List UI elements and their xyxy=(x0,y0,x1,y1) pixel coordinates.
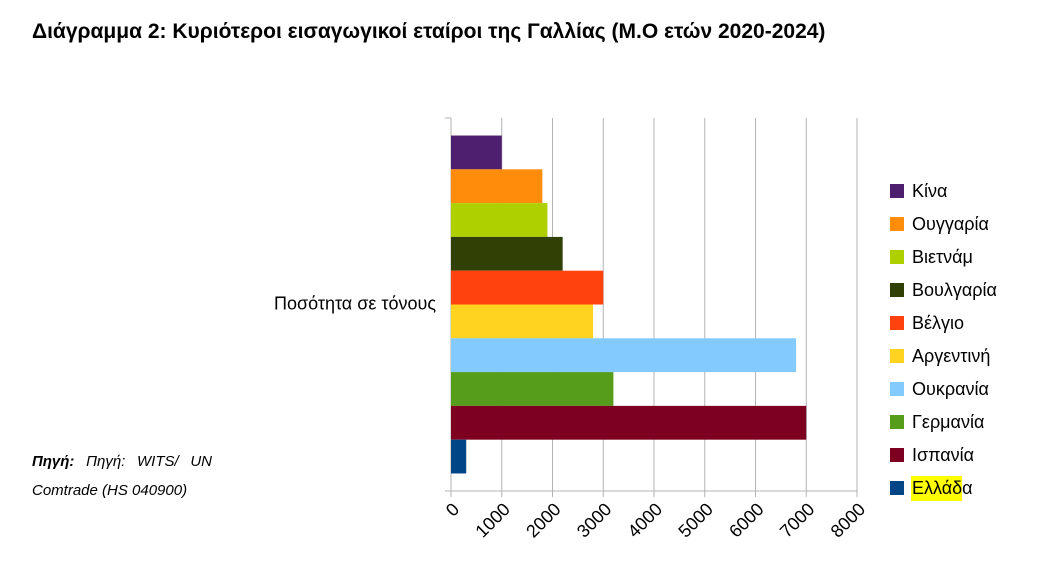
legend-label: Ουγγαρία xyxy=(912,214,989,234)
legend-label: Βουλγαρία xyxy=(912,280,997,300)
legend-label: Ελλάδα xyxy=(912,478,973,498)
bar xyxy=(451,405,807,440)
x-tick-label: 4000 xyxy=(624,499,666,541)
legend-swatch xyxy=(890,316,904,330)
legend-label: Βέλγιο xyxy=(912,313,964,333)
x-tick-label: 0 xyxy=(442,499,463,520)
bar xyxy=(451,304,594,339)
chart-title: Διάγραμμα 2: Κυριότεροι εισαγωγικοί εταί… xyxy=(32,20,826,43)
legend-swatch xyxy=(890,448,904,462)
legend-label: Βιετνάμ xyxy=(912,247,973,267)
bar xyxy=(451,169,543,204)
bar xyxy=(451,236,563,271)
legend-swatch xyxy=(890,481,904,495)
legend-swatch xyxy=(890,382,904,396)
bar xyxy=(451,372,614,406)
legend-label: Ουκρανία xyxy=(912,379,989,399)
bar xyxy=(451,338,797,373)
legend-swatch xyxy=(890,217,904,231)
legend-label: Ισπανία xyxy=(912,445,974,465)
bar xyxy=(451,270,604,305)
highlight xyxy=(911,476,962,501)
x-tick-label: 2000 xyxy=(522,499,564,541)
x-tick-label: 7000 xyxy=(776,499,818,541)
x-tick-label: 5000 xyxy=(674,499,716,541)
source-label: Πηγή: xyxy=(32,453,75,470)
bar xyxy=(451,439,467,474)
legend-label: Κίνα xyxy=(912,181,947,201)
x-tick-label: 6000 xyxy=(725,499,767,541)
legend-label: Αργεντινή xyxy=(912,346,990,366)
legend-label: Γερμανία xyxy=(912,412,984,432)
legend-swatch xyxy=(890,349,904,363)
legend-swatch xyxy=(890,250,904,264)
x-tick-label: 3000 xyxy=(573,499,615,541)
bar xyxy=(451,203,548,237)
y-tick-label: Ποσότητα σε τόνους xyxy=(274,293,436,313)
source-note: Πηγή: Πηγή: WITS/ UN Comtrade (HS 040900… xyxy=(32,447,212,505)
x-tick-label: 8000 xyxy=(827,499,869,541)
x-tick-label: 1000 xyxy=(471,499,513,541)
bar xyxy=(451,135,502,170)
source-text: Πηγή: WITS/ UN Comtrade (HS 040900) xyxy=(32,453,212,499)
legend-swatch xyxy=(890,283,904,297)
legend-swatch xyxy=(890,184,904,198)
legend-swatch xyxy=(890,415,904,429)
